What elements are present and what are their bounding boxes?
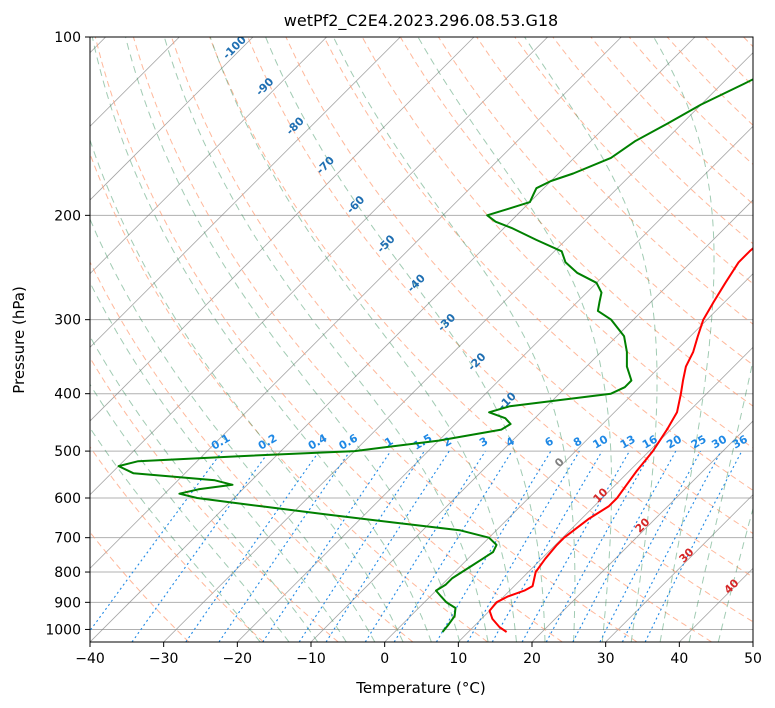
x-tick-label: −20 bbox=[223, 651, 253, 667]
dry-adiabat-line bbox=[476, 37, 753, 325]
y-tick-label: 900 bbox=[54, 595, 81, 611]
dry-adiabat-line bbox=[90, 446, 264, 642]
y-tick-label: 700 bbox=[54, 531, 81, 547]
moist-adiabat-line bbox=[90, 335, 319, 642]
x-tick-label: 50 bbox=[744, 651, 762, 667]
mixing-ratio-line bbox=[90, 450, 223, 632]
mixing-ratio-line bbox=[572, 450, 677, 642]
mixing-ratio-line bbox=[435, 450, 552, 642]
mixing-ratio-line bbox=[521, 450, 630, 642]
y-tick-label: 600 bbox=[54, 491, 81, 507]
isotherm-line bbox=[458, 346, 753, 642]
x-tick-label: 10 bbox=[449, 651, 467, 667]
dry-adiabat-line bbox=[94, 37, 563, 642]
mixing-ratio-line bbox=[131, 450, 270, 642]
moist-adiabat-line bbox=[163, 37, 489, 642]
mixing-ratio-line bbox=[621, 450, 722, 642]
moist-adiabat-line bbox=[717, 506, 753, 642]
dewpoint-profile-line bbox=[117, 78, 753, 633]
isotherm-line bbox=[237, 125, 753, 642]
isotherm-line bbox=[90, 37, 622, 569]
isotherm-line bbox=[752, 641, 753, 642]
x-tick-label: −30 bbox=[149, 651, 179, 667]
moist-adiabat-line bbox=[209, 37, 517, 642]
y-tick-label: 200 bbox=[54, 208, 81, 224]
moist-adiabat-line bbox=[90, 217, 376, 642]
mixing-ratio-line bbox=[185, 450, 320, 642]
x-tick-label: 0 bbox=[380, 651, 389, 667]
y-tick-label: 400 bbox=[54, 387, 81, 403]
isotherm-line bbox=[90, 37, 475, 422]
moist-adiabat-line bbox=[90, 281, 347, 642]
mixing-ratio-line bbox=[393, 450, 513, 642]
isotherm-line bbox=[90, 37, 327, 275]
mixing-ratio-line bbox=[599, 450, 701, 642]
plot-frame bbox=[89, 36, 754, 643]
chart-title: wetPf2_C2E4.2023.296.08.53.G18 bbox=[284, 11, 558, 31]
dry-adiabat-line bbox=[90, 260, 414, 642]
moist-adiabat-line bbox=[688, 358, 753, 642]
y-tick-label: 100 bbox=[54, 30, 81, 46]
temperature-profile-line bbox=[488, 246, 753, 633]
dry-adiabat-line bbox=[132, 37, 638, 642]
isotherm-line bbox=[531, 420, 753, 642]
mixing-ratio-line bbox=[325, 450, 450, 642]
mixing-ratio-line bbox=[364, 450, 486, 642]
moist-adiabat-line bbox=[91, 37, 432, 642]
y-tick-label: 1000 bbox=[45, 622, 81, 638]
dry-adiabat-line bbox=[247, 37, 753, 578]
moist-adiabat-line bbox=[524, 37, 658, 642]
moist-adiabat-line bbox=[417, 37, 612, 642]
dry-adiabat-line bbox=[323, 37, 753, 491]
mixing-ratio-line bbox=[545, 450, 653, 642]
moist-adiabat-line bbox=[653, 37, 715, 642]
isotherm-line bbox=[90, 37, 696, 642]
x-tick-label: 20 bbox=[523, 651, 541, 667]
isotherm-line bbox=[90, 37, 548, 496]
moist-adiabat-line bbox=[125, 37, 461, 642]
background-lines bbox=[90, 37, 753, 642]
y-tick-label: 800 bbox=[54, 565, 81, 581]
x-axis-title: Temperature (°C) bbox=[355, 679, 485, 697]
y-axis-title: Pressure (hPa) bbox=[10, 286, 28, 394]
x-tick-label: −10 bbox=[296, 651, 326, 667]
mixing-ratio-line bbox=[644, 450, 743, 642]
y-axis: 1000 900 800 700 600 500 400 300 200 100 bbox=[45, 30, 90, 638]
isotherm-line bbox=[90, 37, 254, 201]
dry-adiabat-line bbox=[285, 37, 753, 535]
isotherm-line bbox=[90, 37, 401, 348]
x-tick-label: 40 bbox=[670, 651, 688, 667]
series-layer bbox=[117, 78, 753, 633]
dry-adiabat-line bbox=[514, 37, 753, 285]
y-tick-label: 300 bbox=[54, 313, 81, 329]
moist-adiabat-line bbox=[265, 37, 546, 642]
dry-adiabat-line bbox=[171, 37, 712, 642]
isotherm-line bbox=[163, 52, 753, 642]
x-axis: −40 −30 −20 −10 0 10 20 30 40 50 bbox=[75, 642, 762, 667]
moist-adiabat-line bbox=[90, 138, 404, 642]
mixing-ratio-line bbox=[491, 450, 603, 642]
mixing-ratio-line bbox=[298, 450, 425, 642]
x-tick-label: 30 bbox=[597, 651, 615, 667]
isotherm-line bbox=[384, 273, 753, 642]
x-tick-label: −40 bbox=[75, 651, 105, 667]
y-tick-label: 500 bbox=[54, 444, 81, 460]
isotherm-line bbox=[605, 494, 753, 642]
mixing-ratio-line bbox=[467, 450, 580, 642]
dry-adiabat-line bbox=[209, 37, 753, 623]
